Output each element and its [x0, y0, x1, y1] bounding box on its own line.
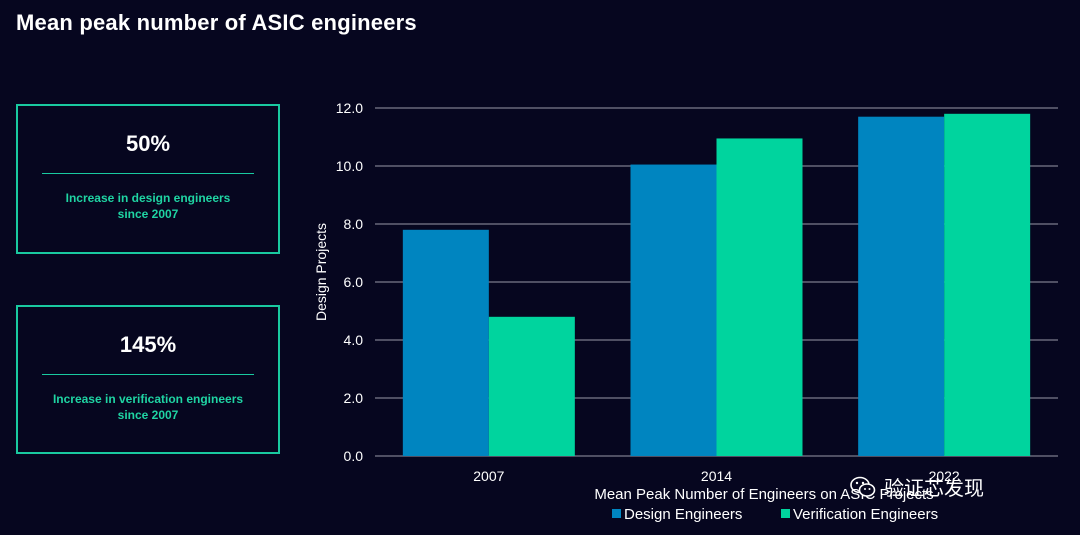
- x-tick-label: 2007: [473, 468, 504, 484]
- y-tick-label: 2.0: [344, 390, 364, 406]
- legend-label-design: Design Engineers: [624, 506, 742, 523]
- watermark: 验证芯发现: [850, 472, 984, 501]
- x-tick-label: 2022: [929, 468, 960, 484]
- watermark-text: 验证芯发现: [884, 476, 984, 500]
- design-increase-card: 50% Increase in design engineers since 2…: [16, 104, 280, 254]
- wechat-icon: [850, 476, 876, 497]
- card-divider: [42, 173, 254, 174]
- x-axis-label: Mean Peak Number of Engineers on ASIC Pr…: [594, 486, 933, 503]
- bar-design-2022: [858, 116, 945, 456]
- y-tick-label: 12.0: [336, 100, 363, 116]
- bar-design-2007: [402, 229, 489, 456]
- legend-label-verification: Verification Engineers: [793, 506, 938, 523]
- y-tick-label: 6.0: [344, 274, 364, 290]
- bar-verification-2014: [716, 138, 803, 456]
- design-increase-label-line2: since 2007: [117, 207, 179, 221]
- legend-swatch-design: [612, 509, 621, 518]
- design-increase-label-line1: Increase in design engineers: [65, 191, 231, 205]
- y-tick-label: 10.0: [336, 158, 363, 174]
- verification-increase-label: Increase in verification engineers since…: [18, 391, 278, 423]
- y-tick-label: 4.0: [344, 332, 364, 348]
- page-title: Mean peak number of ASIC engineers: [16, 10, 417, 35]
- y-axis-label: Design Projects: [313, 223, 329, 321]
- design-increase-label: Increase in design engineers since 2007: [18, 190, 278, 222]
- verification-increase-label-line2: since 2007: [117, 408, 179, 422]
- legend-swatch-verification: [781, 509, 790, 518]
- verification-increase-card: 145% Increase in verification engineers …: [16, 305, 280, 454]
- bar-design-2014: [630, 164, 717, 457]
- verification-increase-value: 145%: [119, 332, 177, 357]
- y-tick-label: 8.0: [344, 216, 364, 232]
- card-divider: [42, 374, 254, 375]
- bar-verification-2022: [944, 113, 1031, 457]
- design-increase-value: 50%: [125, 131, 171, 156]
- y-tick-label: 0.0: [344, 448, 364, 464]
- bar-verification-2007: [488, 316, 575, 456]
- verification-increase-label-line1: Increase in verification engineers: [52, 392, 244, 406]
- x-tick-label: 2014: [701, 468, 732, 484]
